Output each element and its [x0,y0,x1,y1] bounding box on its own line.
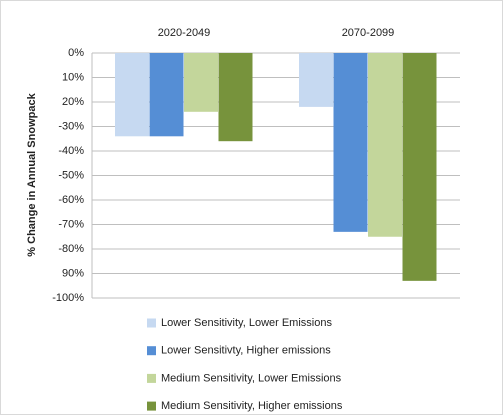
y-tick-label: -40% [58,145,84,157]
y-tick-label: -50% [58,169,84,181]
bar [218,53,253,142]
legend-swatch [147,346,156,356]
legend-swatch [147,401,156,411]
bar [299,53,333,107]
y-axis-label: % Change in Annual Snowpack [26,92,38,256]
y-tick-label: -100% [52,292,84,304]
legend-label: Medium Sensitivity, Higher emissions [161,400,343,412]
legend-label: Lower Sensitivity, Lower Emissions [161,317,332,329]
y-tick-label: 20% [62,96,84,108]
bar [333,53,368,232]
bar [368,53,402,237]
y-tick-label: 0% [68,47,84,59]
bar [184,53,218,112]
category-label: 2020-2049 [158,27,211,39]
legend-label: Lower Sensitivty, Higher emissions [161,345,331,357]
y-tick-label: -70% [58,218,84,230]
legend-label: Medium Sensitivity, Lower Emissions [161,372,342,384]
bar [115,53,149,137]
y-tick-label: -30% [58,120,84,132]
bar [402,53,437,281]
y-tick-label: 90% [62,267,84,279]
bar [149,53,184,137]
category-label: 2070-2099 [342,27,395,39]
legend-swatch [147,318,156,328]
y-tick-label: 10% [62,71,84,83]
y-tick-label: -80% [58,243,84,255]
legend-swatch [147,373,156,383]
y-tick-label: -60% [58,194,84,206]
